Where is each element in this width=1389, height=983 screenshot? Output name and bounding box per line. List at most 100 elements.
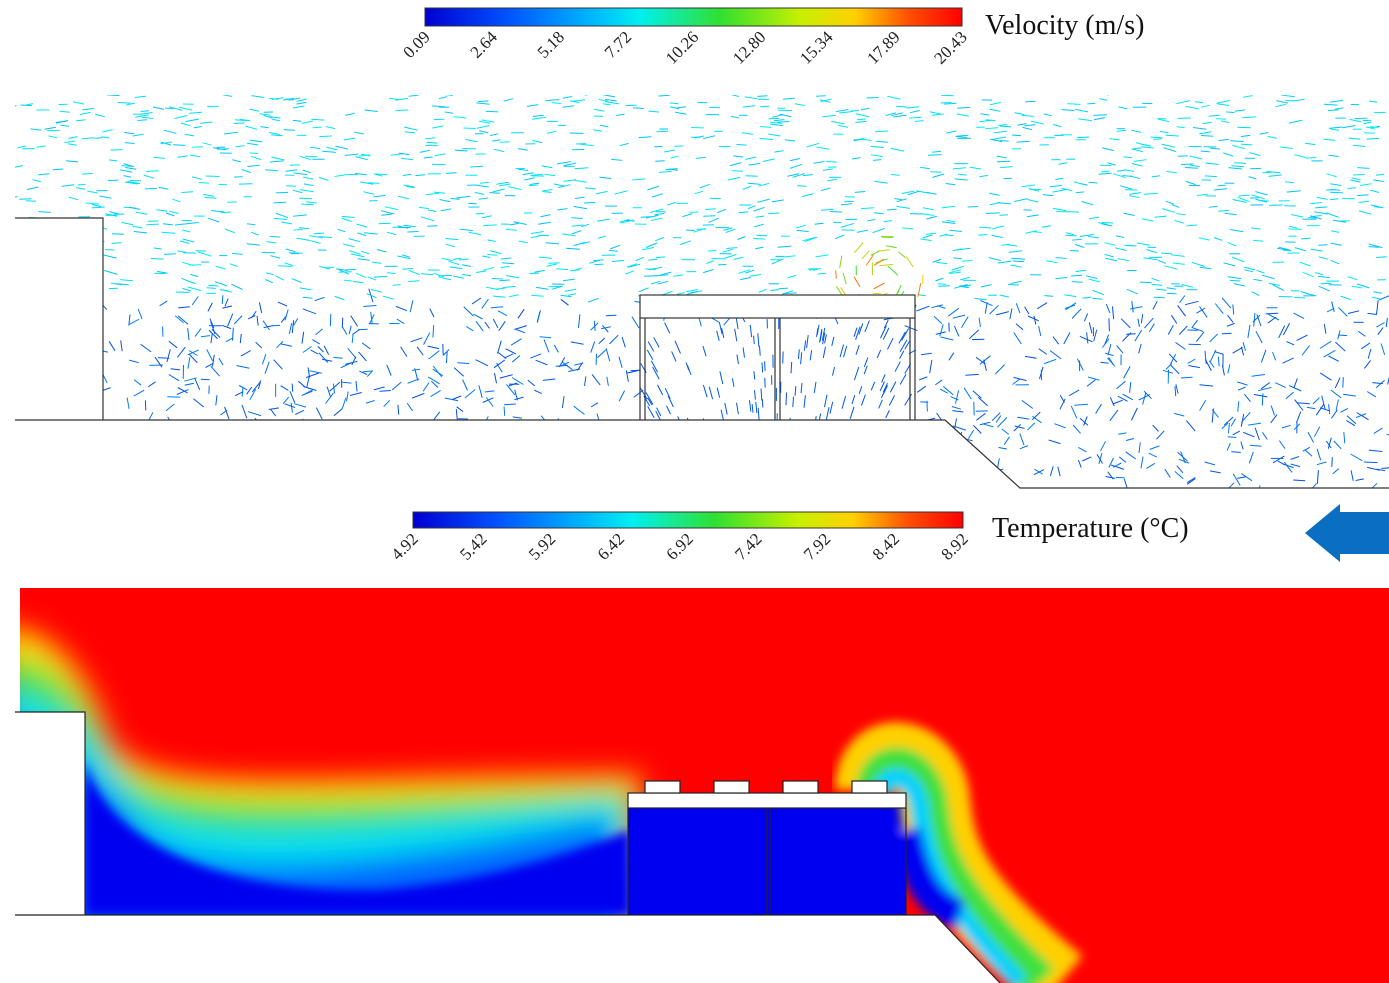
vector — [596, 413, 600, 423]
vector — [1211, 409, 1219, 418]
vector — [19, 306, 25, 317]
vector — [1014, 112, 1025, 116]
vector — [1231, 451, 1241, 453]
vector — [979, 226, 992, 229]
vector — [318, 176, 329, 181]
vector — [679, 434, 686, 447]
vector — [102, 387, 111, 391]
vector — [932, 150, 942, 153]
vector — [571, 230, 582, 235]
vector — [478, 100, 489, 103]
vector — [531, 116, 546, 120]
vector — [299, 189, 314, 193]
vector — [553, 183, 565, 187]
vector — [960, 316, 969, 328]
vector — [1334, 377, 1341, 389]
vector — [1307, 431, 1315, 443]
vector — [224, 298, 229, 307]
vector — [880, 325, 887, 339]
vector — [91, 206, 105, 209]
vector — [188, 481, 196, 488]
vector — [1366, 391, 1377, 398]
vector — [15, 105, 17, 109]
vector — [1125, 451, 1136, 460]
vector — [748, 163, 761, 166]
vector — [1226, 442, 1231, 451]
vector — [949, 271, 961, 274]
vector — [117, 102, 131, 104]
vector — [1200, 150, 1211, 153]
vector — [303, 386, 317, 391]
vector — [235, 145, 245, 148]
vector — [844, 196, 855, 198]
vector — [1310, 202, 1322, 205]
vector — [625, 370, 629, 382]
vector — [980, 300, 993, 307]
vector — [747, 182, 761, 185]
vector — [1165, 363, 1173, 370]
vector — [1075, 108, 1089, 113]
vector — [397, 255, 411, 260]
vector — [210, 333, 213, 344]
vector — [271, 156, 285, 161]
vector — [877, 468, 883, 478]
vector — [1352, 144, 1366, 147]
vector — [655, 160, 665, 162]
vector — [396, 427, 409, 431]
vector — [647, 397, 653, 406]
vector — [215, 265, 226, 270]
vector — [418, 206, 429, 210]
vector — [47, 430, 55, 437]
vector — [1122, 393, 1133, 401]
vector — [646, 349, 654, 360]
vector — [1240, 134, 1251, 138]
vector — [375, 173, 388, 176]
temperature-colorbar — [412, 511, 964, 529]
vector — [846, 428, 851, 438]
vector — [506, 448, 516, 461]
vector — [658, 465, 666, 479]
vector — [80, 335, 93, 337]
vector — [408, 270, 421, 276]
vector — [1240, 143, 1253, 146]
vector — [1072, 238, 1083, 241]
vector — [789, 163, 803, 169]
vector — [196, 460, 208, 468]
vector — [185, 118, 200, 123]
vector — [1363, 121, 1372, 125]
vector — [247, 164, 260, 167]
vector — [369, 464, 380, 472]
vector — [872, 227, 885, 234]
vector — [334, 174, 348, 177]
vector — [247, 411, 262, 417]
vector — [883, 220, 893, 223]
vector — [457, 426, 470, 433]
vector — [842, 466, 847, 479]
vector — [299, 432, 306, 444]
vector — [1104, 242, 1116, 246]
vector — [1335, 107, 1344, 110]
vector — [1174, 220, 1185, 224]
vector — [1268, 282, 1281, 286]
vector — [899, 485, 905, 488]
vector — [885, 409, 890, 419]
vector — [291, 320, 295, 334]
vector — [881, 236, 894, 238]
vector — [1314, 272, 1324, 276]
vector — [456, 406, 464, 412]
vector — [1310, 215, 1322, 220]
vector — [323, 345, 330, 355]
vector — [1326, 307, 1335, 313]
vector — [1227, 314, 1234, 323]
vector — [1021, 184, 1036, 188]
vector — [1352, 174, 1365, 176]
vector — [877, 249, 890, 252]
vector — [1330, 259, 1340, 265]
vector — [177, 155, 188, 158]
vector — [513, 221, 527, 225]
vector — [145, 452, 150, 463]
vector — [809, 350, 813, 361]
vector — [1124, 169, 1135, 172]
vector — [121, 221, 134, 226]
vector — [1318, 285, 1331, 292]
